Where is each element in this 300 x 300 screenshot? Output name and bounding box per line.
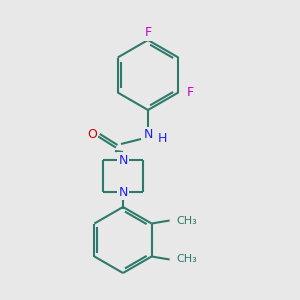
Text: F: F [144,26,152,40]
Text: F: F [187,86,194,99]
Text: CH₃: CH₃ [177,254,197,265]
Text: N: N [143,128,153,142]
Text: O: O [87,128,97,142]
Text: CH₃: CH₃ [177,215,197,226]
Text: N: N [118,185,128,199]
Text: N: N [118,154,128,166]
Text: H: H [157,131,167,145]
